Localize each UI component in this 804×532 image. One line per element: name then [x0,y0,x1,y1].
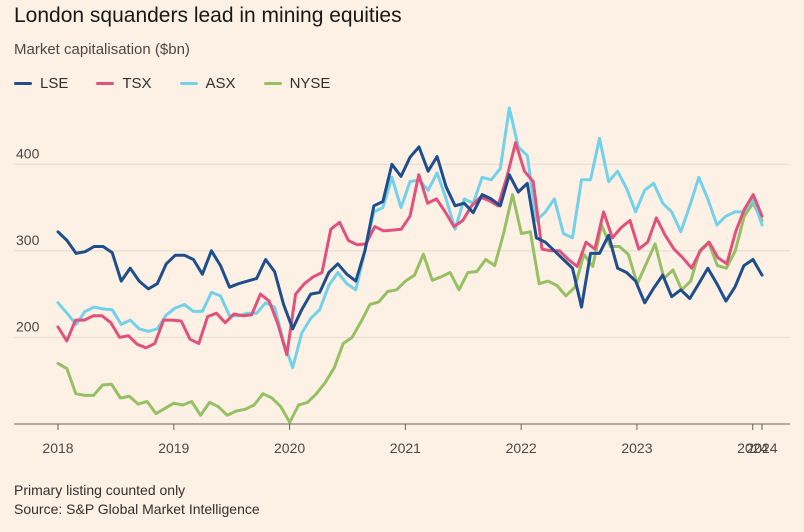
legend-label-lse: LSE [40,75,69,92]
legend-label-nyse: NYSE [289,75,331,92]
series-line-asx [56,106,764,370]
y-tick-label-300: 300 [16,232,40,248]
legend-label-asx: ASX [205,75,236,92]
legend-swatch-asx [179,82,198,85]
x-tick-label-6: 2024 [737,440,768,456]
legend-item-asx: ASX [179,75,236,92]
x-tick-label-1: 2019 [158,440,189,456]
source-note: Source: S&P Global Market Intelligence [14,501,260,517]
legend-swatch-tsx [96,82,115,85]
x-tick-label-4: 2022 [506,440,537,456]
legend-item-lse: LSE [14,75,68,92]
y-tick-label-200: 200 [16,318,40,334]
footnote: Primary listing counted only [14,482,186,498]
series-line-lse [56,145,764,331]
legend-item-tsx: TSX [96,75,152,92]
x-tick-label-2: 2020 [274,440,305,456]
legend: LSE TSX ASX NYSE [14,75,358,92]
legend-swatch-lse [14,82,32,85]
y-tick-label-400: 400 [16,145,40,161]
legend-item-nyse: NYSE [263,75,331,92]
series-line-tsx [56,141,764,357]
x-tick-label-5: 2023 [621,440,652,456]
chart-title: London squanders lead in mining equities [14,4,402,27]
x-tick-label-0: 2018 [42,440,73,456]
x-tick-label-7: 2024 [746,440,777,456]
series-line-nyse [56,193,764,424]
x-tick-label-3: 2021 [390,440,421,456]
legend-swatch-nyse [263,82,282,85]
legend-label-tsx: TSX [122,75,152,92]
y-axis-label: Market capitalisation ($bn) [14,41,190,58]
